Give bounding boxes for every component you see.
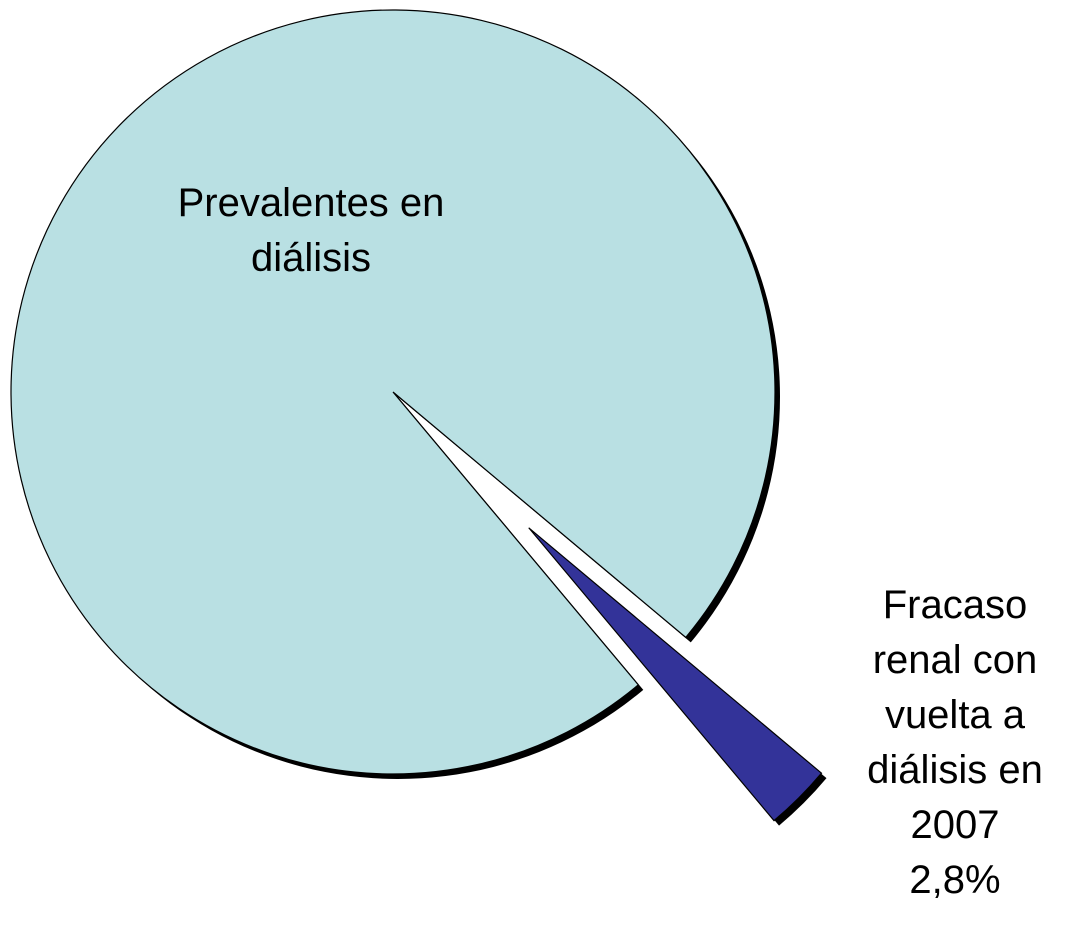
pie-slice [528,527,823,822]
slice-label: Prevalentes en diálisis [171,176,451,286]
value-label: 2,8% [909,858,1001,902]
pie-slice [10,9,776,775]
category-label: Fracaso renal con vuelta a diálisis en 2… [867,583,1043,847]
category-label: Prevalentes en diálisis [177,181,445,280]
slice-label: Fracaso renal con vuelta a diálisis en 2… [840,578,1070,908]
